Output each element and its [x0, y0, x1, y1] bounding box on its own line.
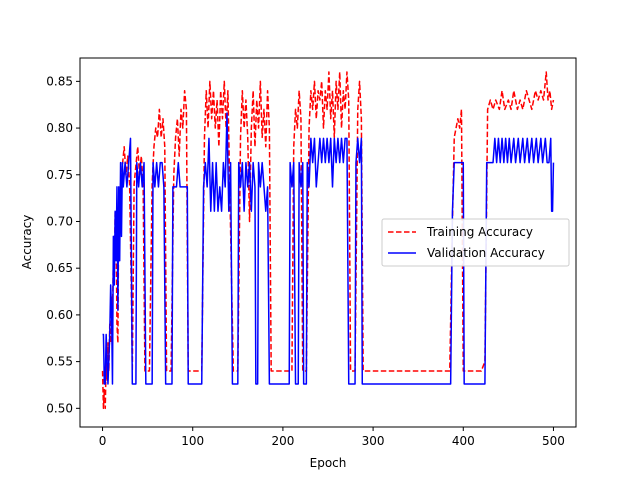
x-tick-label: 0 [99, 434, 107, 448]
y-tick-label: 0.70 [46, 214, 73, 228]
y-tick-label: 0.80 [46, 121, 73, 135]
legend: Training Accuracy Validation Accuracy [381, 218, 570, 267]
y-tick-label: 0.50 [46, 401, 73, 415]
x-tick-label: 100 [181, 434, 204, 448]
legend-label-training: Training Accuracy [426, 225, 533, 239]
legend-box [381, 218, 570, 267]
y-axis-label: Accuracy [20, 215, 34, 270]
y-axis: 0.50 0.55 0.60 0.65 0.70 0.75 0.80 0.85 [46, 74, 80, 415]
x-axis: 0 100 200 300 400 500 [99, 427, 565, 448]
x-tick-label: 300 [362, 434, 385, 448]
x-axis-label: Epoch [310, 456, 347, 470]
x-tick-label: 400 [452, 434, 475, 448]
plot-frame [79, 57, 577, 428]
y-tick-label: 0.75 [46, 168, 73, 182]
y-tick-label: 0.85 [46, 74, 73, 88]
y-tick-label: 0.65 [46, 261, 73, 275]
legend-label-validation: Validation Accuracy [427, 246, 545, 260]
y-tick-label: 0.60 [46, 308, 73, 322]
validation-accuracy-line [102, 112, 555, 385]
x-tick-label: 200 [271, 434, 294, 448]
y-tick-label: 0.55 [46, 355, 73, 369]
x-tick-label: 500 [542, 434, 565, 448]
